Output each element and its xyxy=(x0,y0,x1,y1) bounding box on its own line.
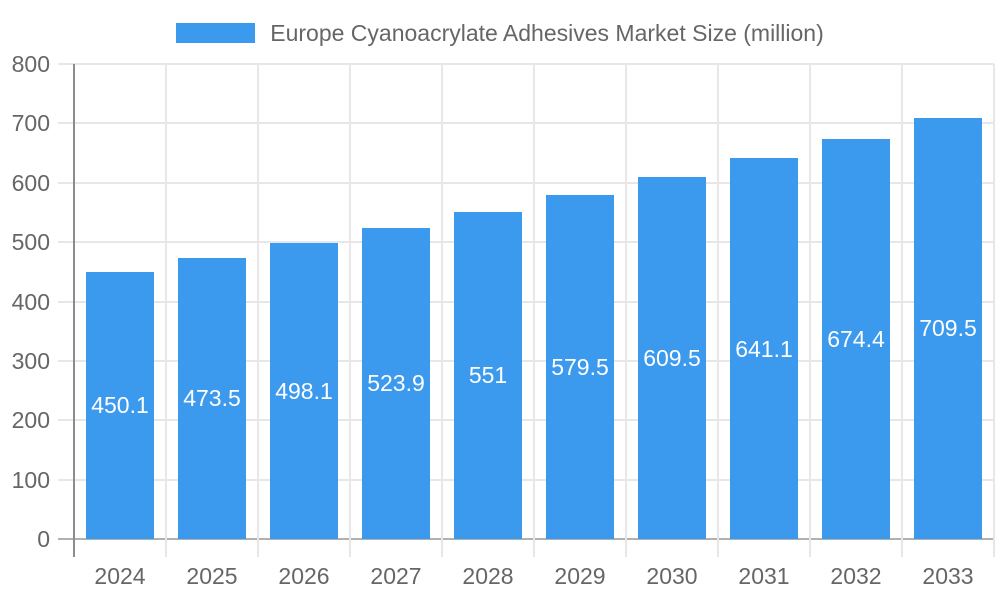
y-axis-tick-label: 200 xyxy=(11,407,50,434)
legend-label[interactable]: Europe Cyanoacrylate Adhesives Market Si… xyxy=(270,19,824,46)
x-axis-tick xyxy=(257,539,259,557)
x-axis-tick xyxy=(717,539,719,557)
x-gridline xyxy=(533,64,535,539)
x-gridline xyxy=(441,64,443,539)
bar-value-label: 709.5 xyxy=(919,315,977,342)
bar-2030[interactable] xyxy=(638,177,706,539)
y-gridline xyxy=(58,241,994,244)
x-axis-category-label: 2027 xyxy=(370,563,422,589)
bar-value-label: 674.4 xyxy=(827,325,885,352)
x-axis-tick xyxy=(349,539,351,557)
y-axis-tick-label: 100 xyxy=(11,466,50,493)
x-axis-tick xyxy=(533,539,535,557)
x-axis-category-label: 2032 xyxy=(830,563,882,589)
x-gridline xyxy=(717,64,719,539)
x-axis-category-label: 2033 xyxy=(922,563,974,589)
x-axis-category-label: 2024 xyxy=(94,563,146,589)
bar-2026[interactable] xyxy=(270,243,338,539)
bar-2033[interactable] xyxy=(914,117,982,539)
x-gridline xyxy=(165,64,167,539)
y-gridline xyxy=(58,419,994,422)
bar-2032[interactable] xyxy=(822,138,890,539)
x-axis-tick xyxy=(165,539,167,557)
y-axis-tick-label: 0 xyxy=(37,526,50,552)
bar-value-label: 450.1 xyxy=(91,392,149,419)
x-axis-category-label: 2026 xyxy=(278,563,330,589)
bar-2025[interactable] xyxy=(178,257,246,539)
x-axis-tick xyxy=(901,539,903,557)
bar-2029[interactable] xyxy=(546,194,614,539)
y-gridline xyxy=(58,478,994,481)
bar-2027[interactable] xyxy=(362,227,430,539)
y-axis-tick-label: 400 xyxy=(11,288,50,315)
y-gridline xyxy=(58,181,994,184)
x-axis-tick xyxy=(809,539,811,557)
x-gridline xyxy=(257,64,259,539)
bar-value-label: 609.5 xyxy=(643,345,701,372)
y-axis-tick-label: 300 xyxy=(11,347,50,374)
legend: Europe Cyanoacrylate Adhesives Market Si… xyxy=(0,13,1000,53)
y-gridline xyxy=(58,63,994,65)
x-gridline xyxy=(809,64,811,539)
y-axis-tick-label: 700 xyxy=(11,110,50,137)
bar-2028[interactable] xyxy=(454,211,522,539)
bar-value-label: 579.5 xyxy=(551,353,609,380)
x-axis-tick xyxy=(993,539,995,557)
bar-value-label: 473.5 xyxy=(183,385,241,412)
x-axis-tick xyxy=(441,539,443,557)
x-gridline xyxy=(625,64,627,539)
x-axis-category-label: 2031 xyxy=(738,563,790,589)
x-axis-category-label: 2025 xyxy=(186,563,238,589)
y-axis-tick-label: 500 xyxy=(11,229,50,256)
legend-swatch[interactable] xyxy=(176,23,256,43)
bar-value-label: 551 xyxy=(468,362,508,389)
y-gridline xyxy=(58,359,994,362)
x-gridline xyxy=(901,64,903,539)
x-axis-category-label: 2028 xyxy=(462,563,514,589)
bar-value-label: 498.1 xyxy=(275,378,333,405)
y-gridline xyxy=(58,300,994,303)
x-axis-category-label: 2029 xyxy=(554,563,606,589)
y-axis-tick-label: 800 xyxy=(11,51,50,77)
bar-value-label: 641.1 xyxy=(735,335,793,362)
bar-2024[interactable] xyxy=(86,271,154,539)
bar-2031[interactable] xyxy=(730,158,798,539)
y-axis-line xyxy=(73,64,75,557)
bar-value-label: 523.9 xyxy=(367,370,425,397)
x-gridline xyxy=(993,64,995,539)
y-gridline xyxy=(58,122,994,125)
x-axis-category-label: 2030 xyxy=(646,563,698,589)
y-axis-tick-label: 600 xyxy=(11,169,50,196)
x-axis-baseline xyxy=(58,538,994,540)
x-gridline xyxy=(349,64,351,539)
x-axis-tick xyxy=(625,539,627,557)
